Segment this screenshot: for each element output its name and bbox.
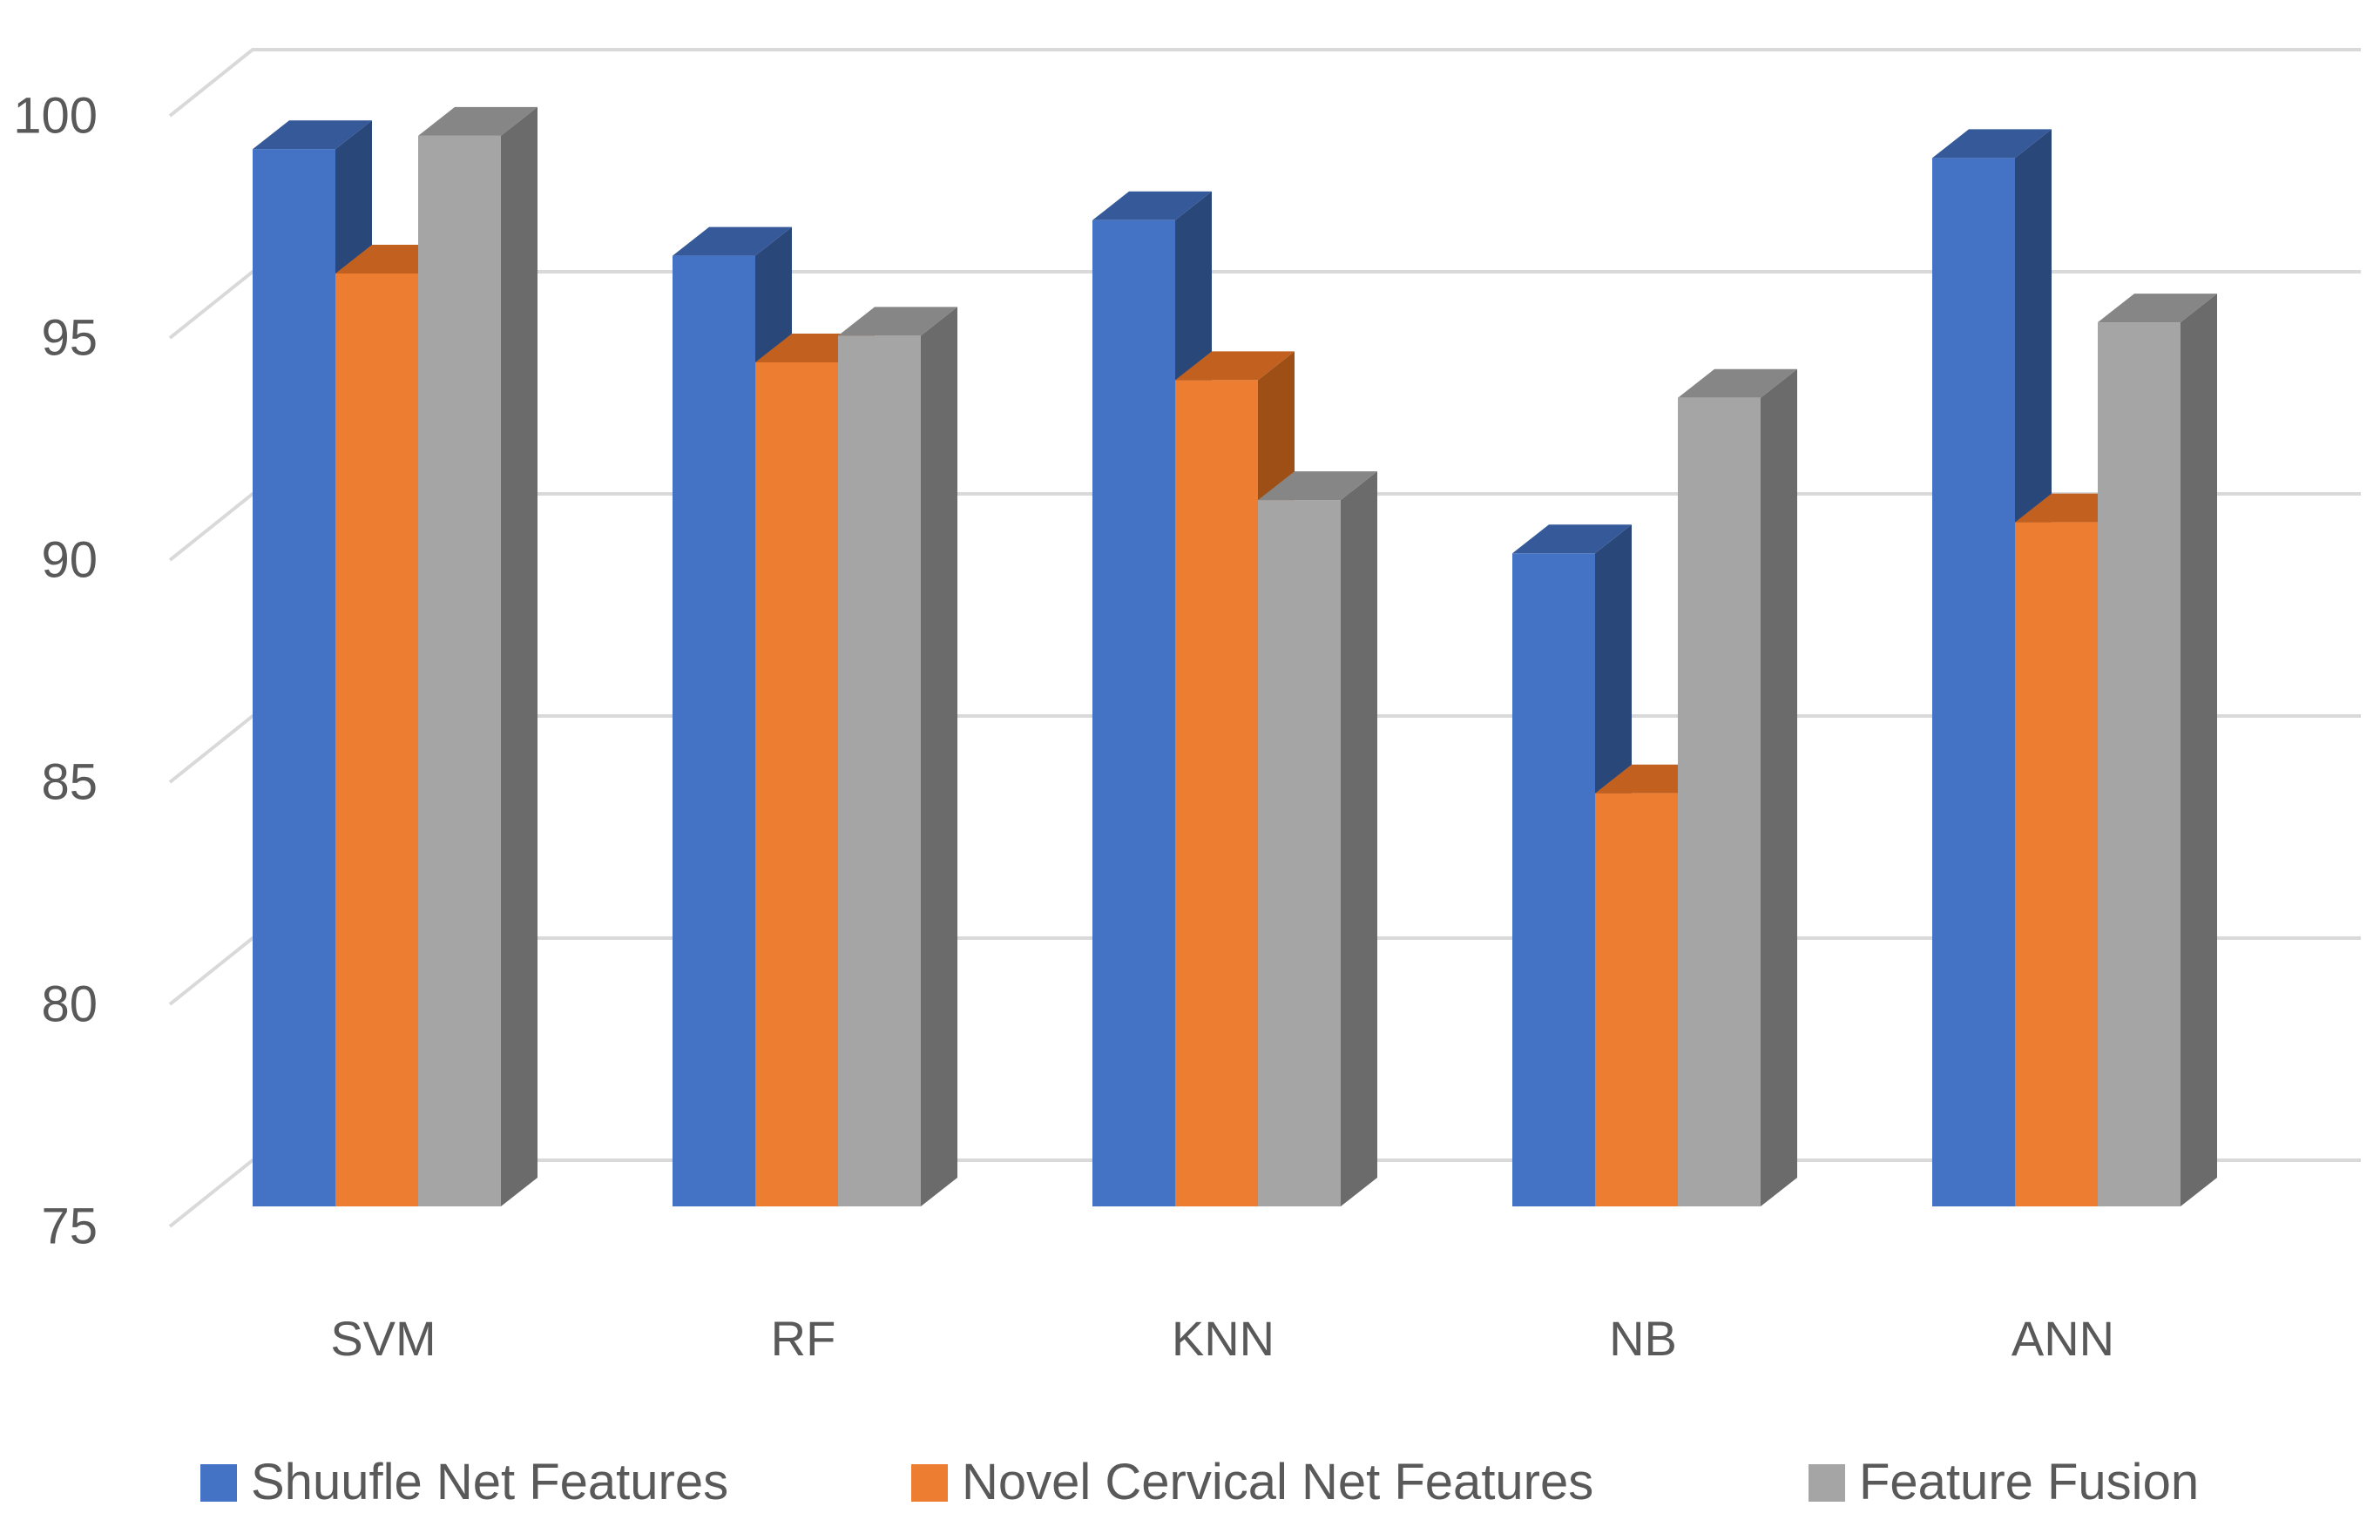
chart-legend: Shuufle Net Features Novel Cervical Net … (0, 1448, 2380, 1517)
y-axis-tick-labels: 75 80 85 90 95 100 (13, 88, 98, 1255)
bar-ann-feature-fusion (2098, 294, 2217, 1207)
bar-top-face (838, 307, 957, 336)
x-label-nb: NB (1609, 1311, 1677, 1366)
gridline-100 (168, 48, 2361, 118)
bar-top-face (1512, 524, 1632, 554)
bar-svm-feature-fusion (418, 106, 538, 1206)
bar-front-face (2015, 522, 2098, 1206)
bar-group-ann (1932, 129, 2217, 1207)
bar-top-face (1092, 191, 1212, 220)
bar-front-face (755, 362, 838, 1206)
bar-front-face (335, 274, 418, 1206)
bar-side-face (501, 106, 538, 1206)
x-label-ann: ANN (2012, 1311, 2114, 1366)
legend-label-shuufle-net-features: Shuufle Net Features (251, 1454, 729, 1510)
bar-front-face (673, 255, 755, 1207)
y-tick-95: 95 (41, 310, 98, 367)
y-tick-80: 80 (41, 976, 98, 1033)
bar-front-face (1932, 158, 2015, 1206)
bar-top-face (418, 106, 538, 136)
bar-side-face (1341, 471, 1377, 1206)
legend-label-feature-fusion: Feature Fusion (1859, 1454, 2200, 1510)
bar-side-face (2181, 294, 2217, 1207)
bar-front-face (1092, 220, 1175, 1206)
y-tick-85: 85 (41, 754, 98, 811)
bar-side-face (1761, 368, 1797, 1206)
y-tick-75: 75 (41, 1199, 98, 1255)
bar-side-face (921, 307, 957, 1206)
y-tick-100: 100 (13, 88, 98, 145)
bar-group-knn (1092, 191, 1377, 1206)
legend-item-shuufle-net-features: Shuufle Net Features (200, 1448, 728, 1517)
bar-group-svm (253, 106, 538, 1207)
legend-item-feature-fusion: Feature Fusion (1809, 1448, 2199, 1517)
bar-knn-feature-fusion (1258, 471, 1377, 1206)
legend-label-novel-cervical-net-features: Novel Cervical Net Features (962, 1454, 1594, 1510)
legend-item-novel-cervical-net-features: Novel Cervical Net Features (911, 1448, 1593, 1517)
bar-group-nb (1512, 368, 1797, 1206)
bar-front-face (418, 135, 501, 1206)
legend-swatch-orange (911, 1463, 948, 1502)
bar-front-face (2098, 322, 2181, 1207)
bar-front-face (838, 335, 921, 1206)
bar-top-face (673, 226, 792, 256)
bar-top-face (253, 120, 372, 150)
bar-nb-feature-fusion (1678, 368, 1797, 1206)
bar-top-face (1932, 129, 2052, 159)
x-axis-category-labels: SVM RF KNN NB ANN (330, 1311, 2114, 1366)
bar-front-face (1512, 553, 1595, 1206)
legend-swatch-gray (1809, 1463, 1845, 1502)
bar-top-face (1175, 351, 1295, 381)
bar-rf-feature-fusion (838, 307, 957, 1206)
bar-top-face (1258, 471, 1377, 501)
bar-top-face (1678, 368, 1797, 398)
bar-group-rf (673, 226, 957, 1207)
bar-front-face (1678, 397, 1761, 1206)
bar-front-face (1175, 380, 1258, 1206)
bar-front-face (253, 149, 335, 1207)
bar-series (253, 106, 2217, 1207)
bar-front-face (1258, 500, 1341, 1206)
bar-top-face (2098, 294, 2217, 323)
y-tick-90: 90 (41, 532, 98, 589)
x-label-knn: KNN (1172, 1311, 1275, 1366)
x-label-svm: SVM (330, 1311, 436, 1366)
legend-swatch-blue (200, 1463, 237, 1502)
x-label-rf: RF (771, 1311, 836, 1366)
bar-front-face (1595, 793, 1678, 1206)
